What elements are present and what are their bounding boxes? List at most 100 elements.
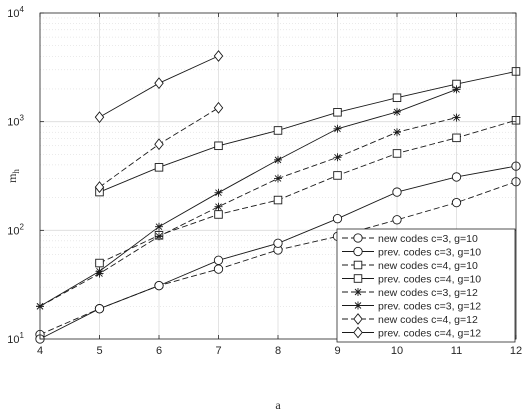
data-point: [154, 280, 164, 291]
data-point: [94, 181, 105, 194]
data-point: [155, 232, 163, 241]
x-tick-label: 8: [275, 345, 281, 357]
series-line: [39, 89, 457, 307]
data-point: [392, 93, 402, 102]
y-axis-label-subscript: h: [11, 169, 21, 174]
series-8: [94, 50, 224, 124]
y-tick-label-base: 10: [7, 225, 19, 237]
x-tick-label: 9: [334, 345, 340, 357]
y-tick-label: 102: [7, 222, 24, 237]
legend-marker: [353, 246, 363, 257]
y-axis-label-main: m: [5, 173, 19, 183]
data-point: [333, 171, 342, 180]
legend-label: prev. codes c=3, g=12: [378, 301, 481, 313]
series-7: [94, 101, 224, 194]
legend-entry: prev. codes c=3, g=12: [342, 301, 481, 313]
data-point: [392, 149, 402, 158]
data-point: [273, 126, 283, 135]
y-axis-label: mh: [5, 169, 21, 183]
legend-entry: new codes c=4, g=10: [342, 260, 478, 272]
x-tick-label: 11: [451, 345, 462, 357]
y-tick-label-exponent: 2: [20, 222, 25, 231]
legend-entry: prev. codes c=4, g=12: [342, 326, 481, 340]
legend-label: prev. codes c=3, g=10: [378, 247, 481, 259]
x-tick-label: 5: [96, 345, 102, 357]
legend-marker: [354, 301, 362, 310]
x-tick-label: 6: [156, 345, 162, 357]
y-tick-label-exponent: 3: [20, 114, 25, 123]
data-point: [333, 153, 342, 162]
data-point: [392, 215, 402, 225]
data-point: [274, 174, 282, 183]
legend-marker: [353, 260, 363, 270]
y-tick-label: 103: [7, 114, 24, 129]
data-point: [332, 214, 343, 224]
data-point: [213, 50, 224, 62]
data-point: [273, 238, 283, 248]
data-point: [452, 85, 461, 94]
series-line: [39, 117, 457, 307]
legend-label: prev. codes c=4, g=10: [378, 274, 481, 286]
legend-marker: [353, 326, 363, 339]
legend-entry: prev. codes c=4, g=10: [342, 274, 481, 286]
legend-box: [336, 228, 516, 343]
data-point: [155, 222, 163, 231]
data-point: [393, 128, 401, 137]
x-tick-label: 7: [215, 345, 221, 357]
data-point: [451, 172, 462, 182]
data-point: [214, 210, 223, 219]
legend-label: prev. codes c=4, g=12: [378, 328, 481, 340]
data-point: [95, 267, 104, 276]
legend-label: new codes c=4, g=12: [378, 314, 478, 326]
data-point: [213, 264, 224, 274]
y-tick-label: 104: [7, 5, 24, 20]
y-tick-label-exponent: 4: [20, 5, 25, 14]
x-axis-label: a: [275, 398, 281, 412]
legend-marker: [353, 274, 363, 283]
data-point: [95, 258, 104, 268]
data-point: [94, 304, 105, 314]
y-tick-label-base: 10: [7, 8, 19, 20]
legend-marker: [353, 233, 363, 243]
data-point: [392, 187, 402, 197]
series-line: [99, 70, 517, 193]
legend-entry: prev. codes c=3, g=10: [342, 247, 481, 259]
data-point: [452, 113, 461, 122]
legend-label: new codes c=3, g=12: [378, 287, 478, 299]
legend-entry: new codes c=4, g=12: [342, 313, 478, 326]
x-tick-label: 10: [391, 345, 403, 357]
legend-entry: new codes c=3, g=12: [342, 287, 478, 299]
data-point: [214, 188, 223, 197]
data-point: [274, 155, 282, 164]
data-point: [273, 195, 283, 205]
data-point: [451, 197, 462, 208]
data-point: [213, 101, 224, 114]
data-point: [154, 163, 164, 172]
legend-marker: [354, 288, 362, 296]
data-point: [333, 124, 342, 133]
x-tick-label: 12: [510, 345, 522, 357]
legend-label: new codes c=4, g=10: [378, 260, 478, 272]
data-point: [452, 133, 461, 143]
data-point: [214, 202, 223, 211]
data-point: [154, 77, 164, 90]
legend-label: new codes c=3, g=10: [378, 233, 478, 245]
series-group: [35, 50, 521, 344]
y-tick-label-base: 10: [7, 334, 19, 346]
legend: new codes c=3, g=10 prev. codes c=3, g=10…: [336, 228, 516, 343]
data-point: [214, 141, 223, 151]
y-tick-label: 101: [7, 331, 24, 346]
data-point: [213, 255, 224, 265]
legend-entry: new codes c=3, g=10: [342, 233, 478, 245]
data-point: [393, 107, 401, 116]
data-point: [94, 111, 105, 124]
x-tick-label: 4: [37, 345, 43, 357]
data-point: [154, 138, 164, 151]
legend-marker: [353, 313, 363, 325]
y-tick-label-base: 10: [7, 117, 19, 129]
y-tick-label-exponent: 1: [20, 331, 25, 340]
data-point: [333, 108, 342, 117]
